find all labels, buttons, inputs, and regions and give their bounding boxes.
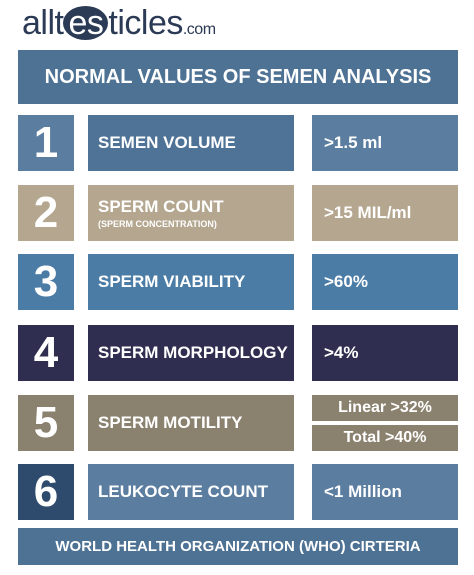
row-value: Total >40% <box>312 425 458 451</box>
row-value: >4% <box>312 325 458 381</box>
label-text: SPERM VIABILITY <box>98 272 246 291</box>
row-value: >15 MIL/ml <box>312 185 458 241</box>
row-value: >1.5 ml <box>312 115 458 171</box>
title: NORMAL VALUES OF SEMEN ANALYSIS <box>18 50 458 104</box>
row-number: 4 <box>18 325 74 381</box>
label-subtext: (SPERM CONCENTRATION) <box>98 219 217 229</box>
footer: WORLD HEALTH ORGANIZATION (WHO) CIRTERIA <box>18 528 458 565</box>
row-label: SPERM MOTILITY <box>88 395 294 451</box>
logo: allt es ticles.com <box>22 4 216 43</box>
row-value: >60% <box>312 254 458 310</box>
label-text: LEUKOCYTE COUNT <box>98 482 268 501</box>
row-label: SEMEN VOLUME <box>88 115 294 171</box>
row-value: Linear >32% <box>312 395 458 421</box>
label-text: SPERM MORPHOLOGY <box>98 343 288 362</box>
row-value: <1 Million <box>312 464 458 520</box>
logo-domain: .com <box>182 21 216 38</box>
row-number: 3 <box>18 254 74 310</box>
row-number: 5 <box>18 395 74 451</box>
label-text: SPERM MOTILITY <box>98 413 243 432</box>
row-number: 6 <box>18 464 74 520</box>
row-label: SPERM MORPHOLOGY <box>88 325 294 381</box>
label-text: SPERM COUNT <box>98 197 224 216</box>
label-text: SEMEN VOLUME <box>98 133 236 152</box>
row-label: SPERM VIABILITY <box>88 254 294 310</box>
row-number: 2 <box>18 185 74 241</box>
logo-highlight: es <box>63 6 109 40</box>
row-label: LEUKOCYTE COUNT <box>88 464 294 520</box>
logo-text: ticles <box>108 4 183 42</box>
logo-text: allt <box>22 4 64 42</box>
row-label: SPERM COUNT (SPERM CONCENTRATION) <box>88 185 294 241</box>
row-number: 1 <box>18 115 74 171</box>
